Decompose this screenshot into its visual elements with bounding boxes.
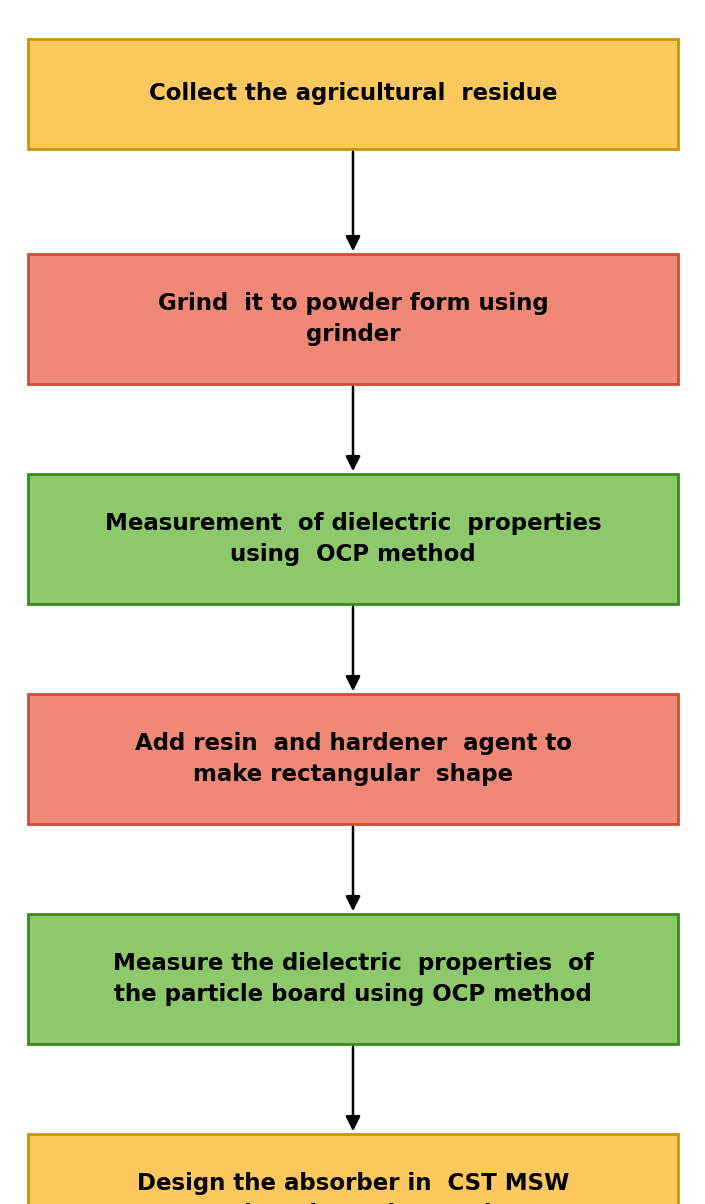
FancyBboxPatch shape [28, 39, 678, 149]
FancyBboxPatch shape [28, 474, 678, 604]
Text: Design the absorber in  CST MSW
and Analyze  the result: Design the absorber in CST MSW and Analy… [137, 1173, 569, 1204]
FancyBboxPatch shape [28, 914, 678, 1044]
Text: Collect the agricultural  residue: Collect the agricultural residue [149, 83, 557, 106]
Text: Measurement  of dielectric  properties
using  OCP method: Measurement of dielectric properties usi… [104, 513, 601, 566]
FancyBboxPatch shape [28, 254, 678, 384]
Text: Measure the dielectric  properties  of
the particle board using OCP method: Measure the dielectric properties of the… [113, 952, 594, 1005]
FancyBboxPatch shape [28, 1134, 678, 1204]
Text: Add resin  and hardener  agent to
make rectangular  shape: Add resin and hardener agent to make rec… [135, 732, 572, 785]
FancyBboxPatch shape [28, 694, 678, 824]
Text: Grind  it to powder form using
grinder: Grind it to powder form using grinder [158, 293, 548, 346]
